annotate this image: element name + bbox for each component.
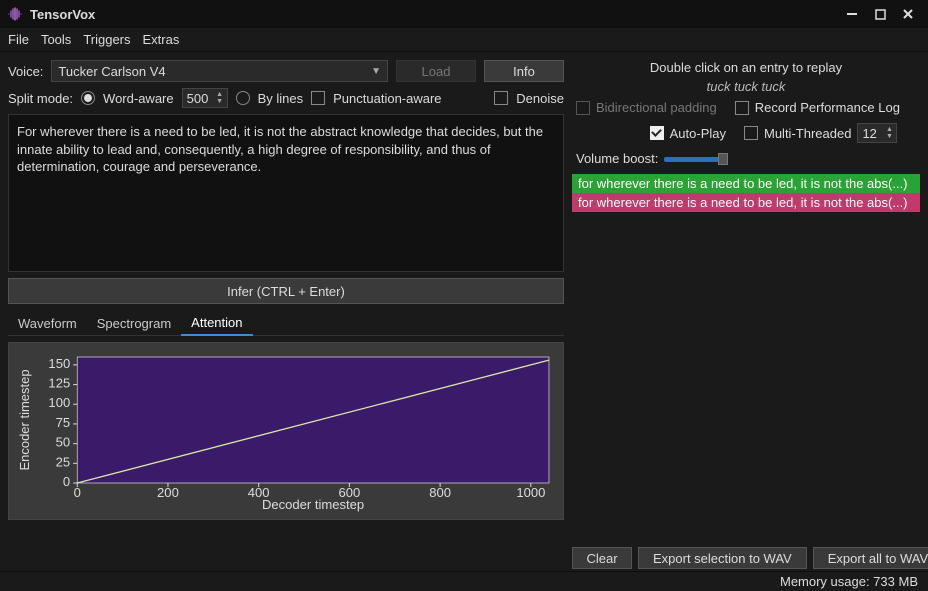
- check-denoise-label: Denoise: [516, 91, 564, 106]
- chevron-up-icon[interactable]: ▲: [884, 127, 894, 133]
- menu-file[interactable]: File: [8, 32, 29, 47]
- bidi-label: Bidirectional padding: [596, 100, 717, 115]
- infer-button[interactable]: Infer (CTRL + Enter): [8, 278, 564, 304]
- status-bar: Memory usage: 733 MB: [0, 571, 928, 591]
- svg-text:50: 50: [56, 435, 71, 450]
- chevron-down-icon[interactable]: ▼: [215, 99, 225, 105]
- attention-plot: 020040060080010000255075100125150Decoder…: [8, 342, 564, 520]
- voice-select[interactable]: Tucker Carlson V4 ▼: [51, 60, 388, 82]
- svg-text:25: 25: [56, 454, 71, 469]
- voice-selected: Tucker Carlson V4: [58, 64, 165, 79]
- viz-tabs: Waveform Spectrogram Attention: [8, 310, 564, 336]
- rec-label: Record Performance Log: [755, 100, 900, 115]
- export-selection-button[interactable]: Export selection to WAV: [638, 547, 807, 569]
- tab-attention[interactable]: Attention: [181, 311, 252, 336]
- svg-text:100: 100: [48, 395, 70, 410]
- radio-word-aware-label: Word-aware: [103, 91, 174, 106]
- check-record-perf-log[interactable]: [735, 101, 749, 115]
- volume-slider[interactable]: [664, 152, 728, 166]
- chevron-down-icon: ▼: [371, 66, 381, 77]
- threads-value: 12: [862, 126, 876, 141]
- chevron-down-icon[interactable]: ▼: [884, 134, 894, 140]
- radio-by-lines[interactable]: [236, 91, 250, 105]
- app-logo-icon: [6, 5, 24, 23]
- replay-hint: Double click on an entry to replay: [572, 60, 920, 75]
- voice-label: Voice:: [8, 64, 43, 79]
- split-count-stepper[interactable]: 500 ▲▼: [182, 88, 228, 108]
- check-punct-label: Punctuation-aware: [333, 91, 441, 106]
- svg-text:125: 125: [48, 376, 70, 391]
- svg-text:Decoder timestep: Decoder timestep: [262, 497, 364, 512]
- check-multi-threaded[interactable]: [744, 126, 758, 140]
- multi-label: Multi-Threaded: [764, 126, 851, 141]
- svg-text:0: 0: [63, 474, 70, 489]
- clear-button[interactable]: Clear: [572, 547, 632, 569]
- svg-text:0: 0: [74, 485, 81, 500]
- check-bidirectional-padding[interactable]: [576, 101, 590, 115]
- tab-spectrogram[interactable]: Spectrogram: [87, 312, 181, 335]
- check-punctuation-aware[interactable]: [311, 91, 325, 105]
- list-item[interactable]: for wherever there is a need to be led, …: [572, 174, 920, 193]
- maximize-button[interactable]: [866, 3, 894, 25]
- svg-text:800: 800: [429, 485, 451, 500]
- tab-waveform[interactable]: Waveform: [8, 312, 87, 335]
- memory-usage: Memory usage: 733 MB: [780, 574, 918, 589]
- svg-text:75: 75: [56, 415, 71, 430]
- svg-text:200: 200: [157, 485, 179, 500]
- close-button[interactable]: [894, 3, 922, 25]
- text-input[interactable]: For wherever there is a need to be led, …: [8, 114, 564, 272]
- svg-text:Encoder timestep: Encoder timestep: [17, 369, 32, 470]
- entries-list[interactable]: for wherever there is a need to be led, …: [572, 174, 920, 539]
- load-button[interactable]: Load: [396, 60, 476, 82]
- minimize-button[interactable]: [838, 3, 866, 25]
- window-title: TensorVox: [30, 7, 832, 22]
- auto-label: Auto-Play: [670, 126, 726, 141]
- check-auto-play[interactable]: [650, 126, 664, 140]
- export-all-button[interactable]: Export all to WAV: [813, 547, 928, 569]
- info-button[interactable]: Info: [484, 60, 564, 82]
- radio-by-lines-label: By lines: [258, 91, 304, 106]
- threads-stepper[interactable]: 12 ▲▼: [857, 123, 897, 143]
- menu-extras[interactable]: Extras: [143, 32, 180, 47]
- split-count-value: 500: [187, 91, 209, 106]
- chevron-up-icon[interactable]: ▲: [215, 92, 225, 98]
- menu-bar: File Tools Triggers Extras: [0, 28, 928, 52]
- menu-tools[interactable]: Tools: [41, 32, 71, 47]
- replay-subtext: tuck tuck tuck: [572, 79, 920, 94]
- list-item[interactable]: for wherever there is a need to be led, …: [572, 193, 920, 212]
- split-label: Split mode:: [8, 91, 73, 106]
- menu-triggers[interactable]: Triggers: [83, 32, 130, 47]
- check-denoise[interactable]: [494, 91, 508, 105]
- volume-label: Volume boost:: [576, 151, 658, 166]
- svg-text:1000: 1000: [516, 485, 545, 500]
- title-bar: TensorVox: [0, 0, 928, 28]
- radio-word-aware[interactable]: [81, 91, 95, 105]
- svg-text:150: 150: [48, 356, 70, 371]
